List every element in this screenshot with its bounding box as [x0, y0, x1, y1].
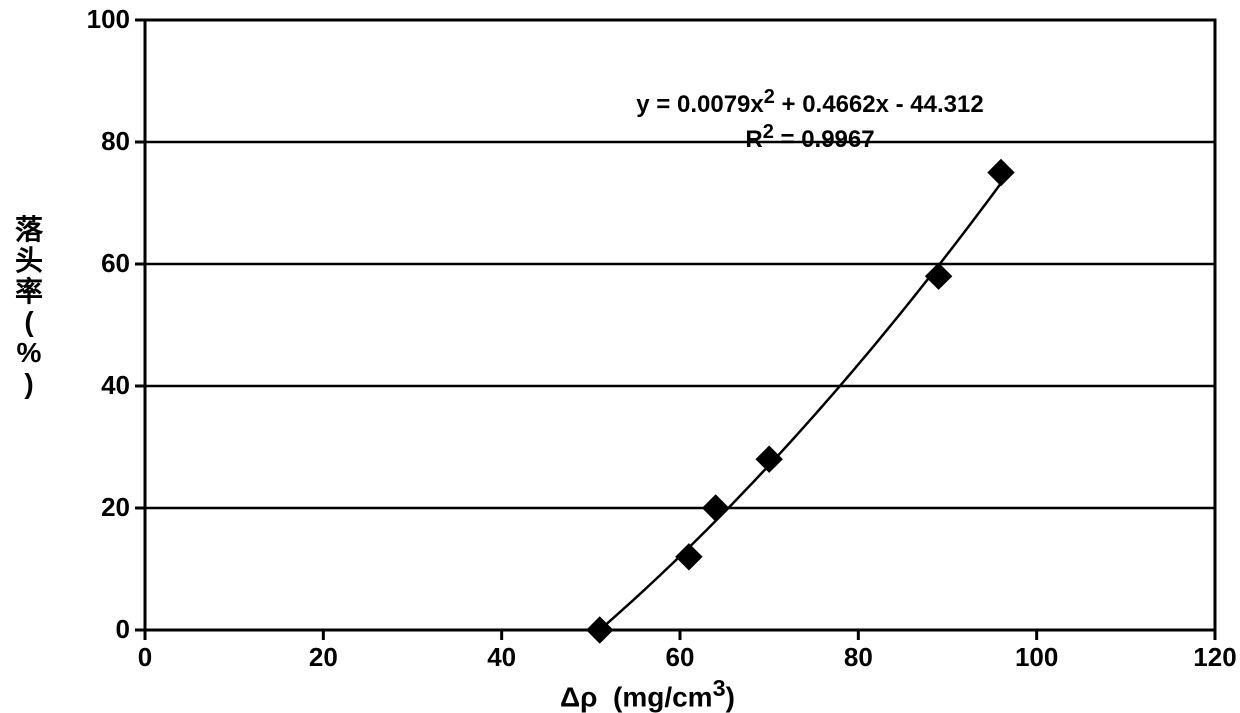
y-tick-label: 40	[70, 370, 130, 401]
x-tick-label: 40	[477, 642, 527, 673]
x-tick-label: 100	[1012, 642, 1062, 673]
x-tick-label: 0	[120, 642, 170, 673]
equation-label: y = 0.0079x2 + 0.4662x - 44.312R2 = 0.99…	[600, 85, 1020, 155]
x-tick-label: 60	[655, 642, 705, 673]
y-tick-label: 0	[70, 614, 130, 645]
y-tick-label: 100	[70, 4, 130, 35]
y-tick-label: 80	[70, 126, 130, 157]
y-tick-label: 60	[70, 248, 130, 279]
y-axis-label: 落头率(%)	[10, 215, 48, 400]
x-tick-label: 20	[298, 642, 348, 673]
chart-container: 0 20 40 60 80 100 120 0 20 40 60 80 100 Δρ (mg/cm3) 落头…	[0, 0, 1240, 712]
x-axis-label: Δρ (mg/cm3)	[560, 675, 735, 713]
x-tick-label: 120	[1190, 642, 1240, 673]
y-tick-label: 20	[70, 492, 130, 523]
x-tick-label: 80	[833, 642, 883, 673]
